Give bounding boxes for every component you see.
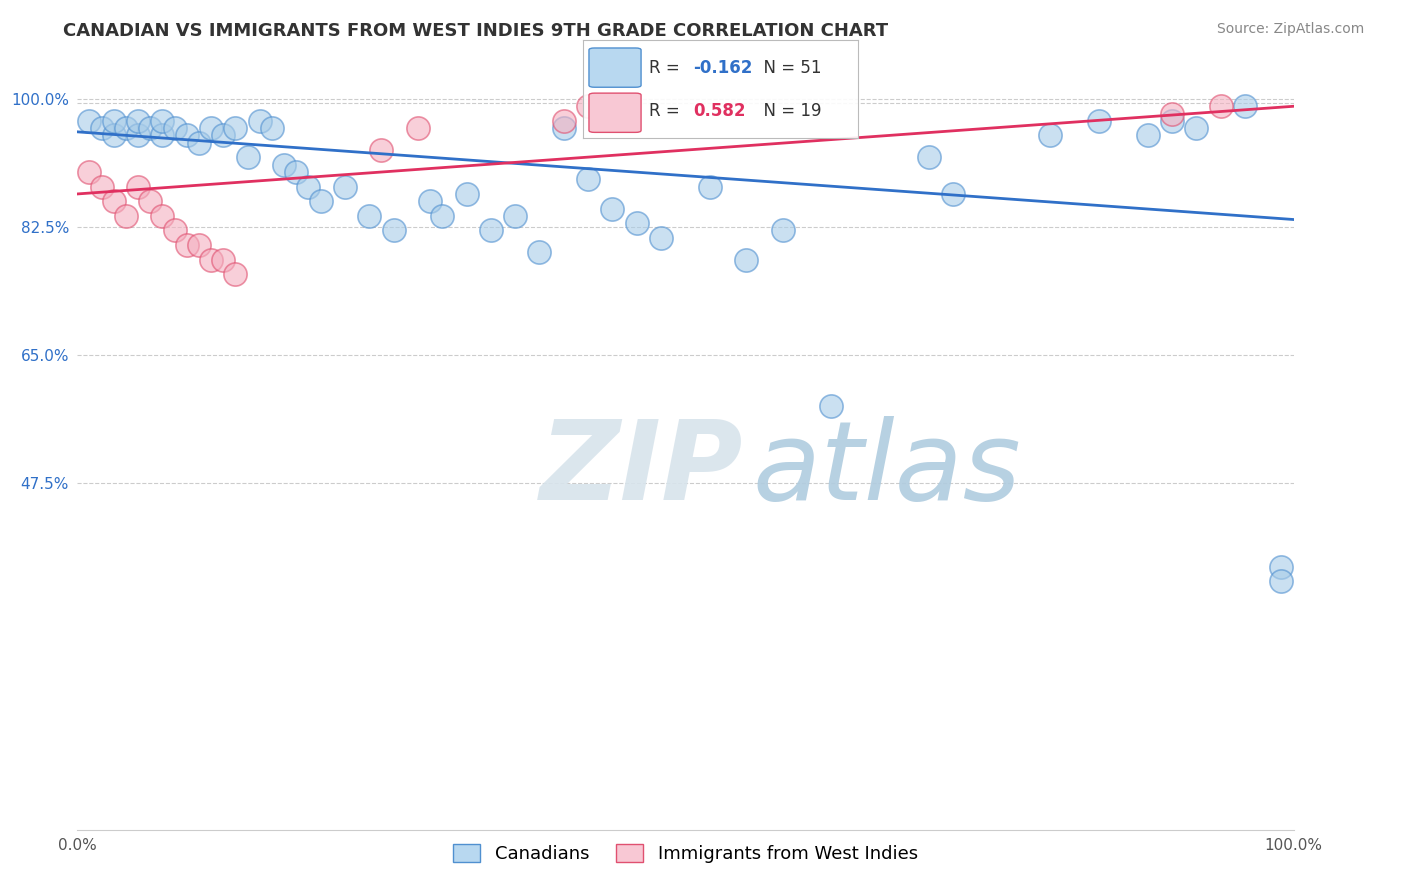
Point bbox=[1161, 114, 1184, 128]
Legend: Canadians, Immigrants from West Indies: Canadians, Immigrants from West Indies bbox=[446, 837, 925, 871]
Point bbox=[249, 114, 271, 128]
Point bbox=[650, 231, 672, 245]
Point bbox=[200, 121, 222, 136]
Point bbox=[1270, 559, 1292, 574]
Point bbox=[103, 114, 125, 128]
Point bbox=[285, 165, 308, 179]
Point bbox=[127, 114, 149, 128]
Point bbox=[176, 238, 198, 252]
Text: R =: R = bbox=[650, 102, 690, 120]
Point bbox=[359, 209, 381, 223]
Point bbox=[188, 136, 211, 150]
Point bbox=[176, 128, 198, 143]
Text: atlas: atlas bbox=[752, 416, 1021, 523]
Point bbox=[103, 128, 125, 143]
Point bbox=[553, 121, 575, 136]
Point bbox=[430, 209, 453, 223]
Point bbox=[576, 172, 599, 186]
Point bbox=[1161, 106, 1184, 120]
Text: 0.582: 0.582 bbox=[693, 102, 745, 120]
Point bbox=[1039, 128, 1062, 143]
Point bbox=[90, 179, 112, 194]
Point bbox=[127, 128, 149, 143]
Point bbox=[456, 186, 478, 201]
Text: ZIP: ZIP bbox=[540, 416, 742, 523]
Point bbox=[942, 186, 965, 201]
Point bbox=[152, 114, 174, 128]
Point bbox=[200, 252, 222, 267]
Point bbox=[918, 150, 941, 164]
Point bbox=[297, 179, 319, 194]
Point bbox=[1233, 99, 1256, 113]
Point bbox=[273, 158, 295, 172]
Point bbox=[1270, 574, 1292, 589]
Point bbox=[212, 252, 235, 267]
Text: N = 51: N = 51 bbox=[754, 59, 823, 77]
Point bbox=[115, 209, 138, 223]
Point bbox=[224, 121, 246, 136]
Text: -0.162: -0.162 bbox=[693, 59, 752, 77]
Point bbox=[479, 223, 502, 237]
FancyBboxPatch shape bbox=[589, 93, 641, 132]
Point bbox=[772, 223, 794, 237]
Text: CANADIAN VS IMMIGRANTS FROM WEST INDIES 9TH GRADE CORRELATION CHART: CANADIAN VS IMMIGRANTS FROM WEST INDIES … bbox=[63, 22, 889, 40]
Point bbox=[212, 128, 235, 143]
Point bbox=[626, 216, 648, 230]
Point bbox=[699, 179, 721, 194]
Point bbox=[1185, 121, 1208, 136]
Point bbox=[115, 121, 138, 136]
Point bbox=[576, 99, 599, 113]
Point bbox=[127, 179, 149, 194]
Point bbox=[163, 223, 186, 237]
Point bbox=[1088, 114, 1111, 128]
Point bbox=[90, 121, 112, 136]
Point bbox=[79, 165, 101, 179]
Point bbox=[419, 194, 441, 209]
Point bbox=[103, 194, 125, 209]
Point bbox=[553, 114, 575, 128]
Point bbox=[152, 128, 174, 143]
Point bbox=[333, 179, 356, 194]
Point bbox=[152, 209, 174, 223]
Point bbox=[224, 268, 246, 282]
Point bbox=[820, 399, 842, 413]
Point bbox=[382, 223, 405, 237]
Text: R =: R = bbox=[650, 59, 685, 77]
Text: N = 19: N = 19 bbox=[754, 102, 823, 120]
Text: Source: ZipAtlas.com: Source: ZipAtlas.com bbox=[1216, 22, 1364, 37]
Point bbox=[1136, 128, 1159, 143]
Point bbox=[163, 121, 186, 136]
FancyBboxPatch shape bbox=[589, 48, 641, 87]
Point bbox=[309, 194, 332, 209]
Point bbox=[139, 194, 162, 209]
Point bbox=[529, 245, 551, 260]
Point bbox=[370, 143, 392, 157]
Point bbox=[236, 150, 259, 164]
Point bbox=[260, 121, 283, 136]
Point bbox=[79, 114, 101, 128]
Point bbox=[1209, 99, 1232, 113]
Point bbox=[735, 252, 758, 267]
Point bbox=[188, 238, 211, 252]
Point bbox=[406, 121, 429, 136]
Point bbox=[503, 209, 526, 223]
Point bbox=[602, 202, 624, 216]
Point bbox=[139, 121, 162, 136]
